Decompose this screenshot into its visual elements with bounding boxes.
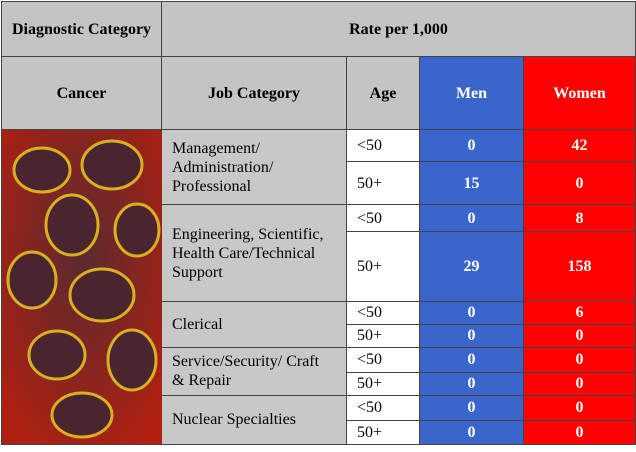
women-rate: 6 — [522, 301, 636, 325]
men-rate: 29 — [419, 231, 524, 303]
women-header: Women — [522, 56, 636, 130]
data-row: Nuclear Specialties <50 0 0 — [2, 394, 636, 446]
data-row: 50+ 15 0 — [2, 161, 636, 205]
men-header: Men — [419, 56, 524, 130]
age: 50+ — [346, 371, 420, 396]
women-rate: 0 — [522, 346, 636, 373]
age: 50+ — [346, 323, 420, 348]
rate-header: Rate per 1,000 — [160, 1, 636, 57]
job-category: Service/Security/ Craft & Repair — [161, 346, 347, 396]
women-rate: 158 — [522, 231, 636, 303]
men-rate: 0 — [419, 203, 524, 233]
age: 50+ — [346, 420, 420, 445]
women-rate: 0 — [522, 323, 636, 348]
men-rate: 0 — [419, 420, 524, 445]
cancer-header: Cancer — [1, 56, 162, 130]
age: <50 — [346, 346, 420, 373]
age: <50 — [346, 129, 420, 162]
age: 50+ — [346, 161, 420, 205]
men-rate: 0 — [419, 371, 524, 396]
men-rate: 0 — [419, 394, 524, 422]
men-rate: 0 — [419, 129, 524, 162]
age-header: Age — [346, 56, 420, 130]
cancer-image-cell — [1, 129, 162, 445]
women-rate: 0 — [522, 371, 636, 396]
men-rate: 0 — [419, 323, 524, 348]
age: <50 — [346, 394, 420, 422]
women-rate: 0 — [522, 420, 636, 445]
data-row: Clerical <50 0 6 — [2, 301, 636, 348]
age: <50 — [346, 203, 420, 233]
data-row: 50+ 0 0 — [2, 371, 636, 396]
job-category: Clerical — [161, 301, 347, 348]
job-category: Management/ Administration/ Professional — [161, 129, 347, 205]
subheader-row: Cancer Job Category Age Men Women — [1, 56, 636, 130]
job-category: Nuclear Specialties — [161, 394, 347, 446]
men-rate: 15 — [419, 161, 524, 205]
cancer-image — [2, 130, 162, 444]
age: <50 — [346, 301, 420, 325]
women-rate: 42 — [522, 129, 636, 162]
job-category: Engineering, Scientific, Health Care/Tec… — [161, 203, 347, 303]
women-rate: 0 — [522, 161, 636, 205]
header-row: Diagnostic Category Rate per 1,000 — [1, 1, 636, 57]
data-row: Engineering, Scientific, Health Care/Tec… — [2, 203, 636, 303]
diagnostic-header: Diagnostic Category — [1, 1, 162, 57]
women-rate: 0 — [522, 394, 636, 422]
data-row: Service/Security/ Craft & Repair <50 0 0 — [2, 346, 636, 396]
men-rate: 0 — [419, 301, 524, 325]
data-row: 50+ 0 0 — [2, 323, 636, 348]
data-row: 50+ 0 0 — [2, 420, 636, 445]
women-rate: 8 — [522, 203, 636, 233]
men-rate: 0 — [419, 346, 524, 373]
age: 50+ — [346, 231, 420, 303]
data-row: Management/ Administration/ Professional… — [1, 129, 636, 445]
data-row: 50+ 29 158 — [2, 231, 636, 303]
job-header: Job Category — [161, 56, 347, 130]
